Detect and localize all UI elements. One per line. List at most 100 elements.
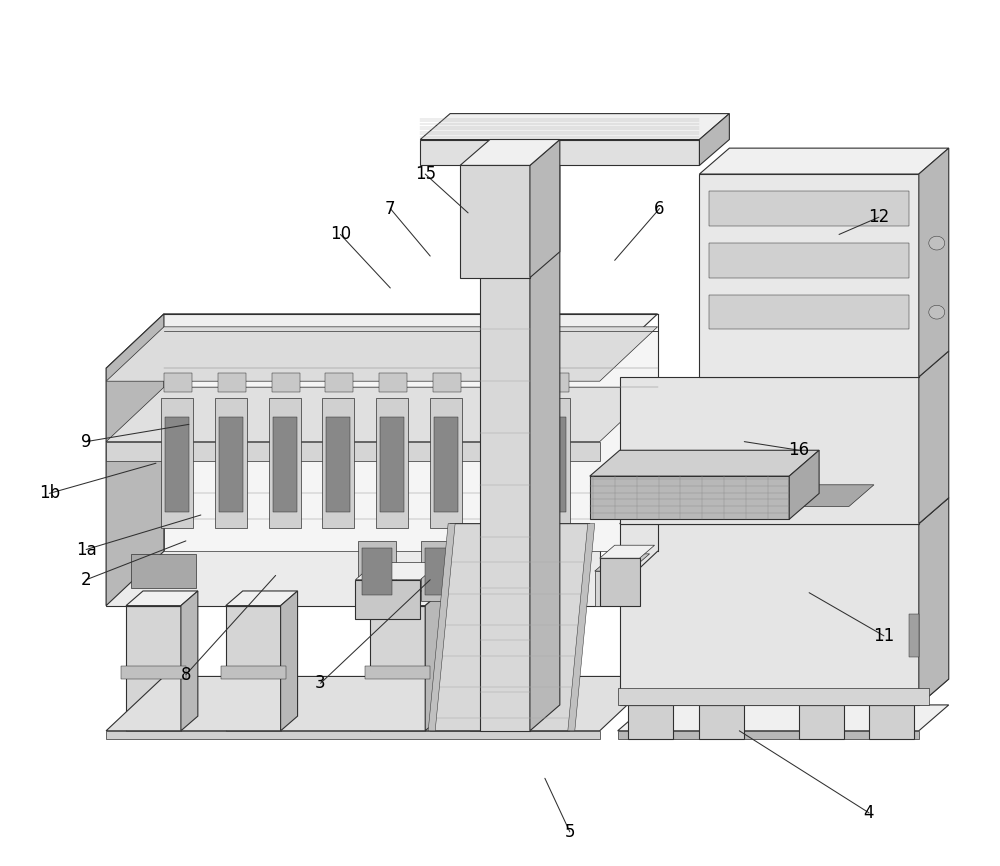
Polygon shape (470, 605, 525, 731)
Bar (165, 417, 189, 513)
Circle shape (929, 236, 945, 250)
Polygon shape (355, 563, 440, 579)
Polygon shape (620, 679, 949, 705)
Polygon shape (530, 131, 560, 731)
Polygon shape (430, 524, 590, 731)
Polygon shape (164, 331, 658, 552)
Polygon shape (699, 174, 919, 377)
Polygon shape (365, 666, 430, 679)
Bar (131, 554, 196, 588)
Polygon shape (226, 605, 281, 731)
Polygon shape (590, 450, 819, 476)
Text: 3: 3 (315, 675, 326, 692)
Text: 4: 4 (864, 804, 874, 822)
Text: 1b: 1b (39, 484, 60, 502)
Text: 9: 9 (81, 433, 91, 450)
Polygon shape (620, 524, 919, 705)
Polygon shape (425, 591, 442, 731)
Text: 10: 10 (330, 225, 351, 243)
Polygon shape (106, 676, 658, 731)
Bar (434, 417, 458, 513)
Polygon shape (919, 498, 949, 705)
Polygon shape (281, 591, 298, 731)
Polygon shape (541, 372, 569, 391)
Text: 12: 12 (868, 208, 890, 226)
Bar (219, 417, 243, 513)
Polygon shape (665, 485, 874, 507)
Polygon shape (376, 398, 408, 528)
Polygon shape (628, 705, 673, 740)
Polygon shape (370, 605, 425, 731)
Bar (542, 417, 566, 513)
Bar (358, 541, 396, 601)
Polygon shape (164, 372, 192, 391)
Text: 6: 6 (654, 199, 665, 217)
Polygon shape (600, 559, 640, 605)
Polygon shape (487, 372, 515, 391)
Polygon shape (272, 372, 300, 391)
Text: 8: 8 (181, 666, 191, 683)
Polygon shape (106, 731, 600, 740)
Polygon shape (919, 148, 949, 377)
Polygon shape (161, 398, 193, 528)
Polygon shape (355, 579, 420, 618)
Polygon shape (460, 139, 560, 165)
Polygon shape (869, 705, 914, 740)
Polygon shape (470, 591, 542, 605)
Bar (326, 417, 350, 513)
Text: 1a: 1a (76, 540, 97, 559)
Bar (273, 417, 297, 513)
Text: 15: 15 (415, 165, 436, 183)
Bar (380, 417, 404, 513)
Polygon shape (620, 498, 949, 524)
Polygon shape (218, 372, 246, 391)
Text: 5: 5 (565, 823, 575, 841)
Polygon shape (106, 326, 658, 381)
Polygon shape (595, 554, 650, 571)
Text: 7: 7 (385, 199, 396, 217)
Polygon shape (465, 666, 530, 679)
Polygon shape (106, 387, 658, 442)
Polygon shape (325, 372, 353, 391)
Bar (909, 614, 919, 657)
Bar (425, 548, 455, 595)
Polygon shape (460, 165, 530, 278)
Polygon shape (709, 295, 909, 329)
Polygon shape (126, 605, 181, 731)
Polygon shape (322, 398, 354, 528)
Polygon shape (420, 113, 729, 139)
Bar (421, 541, 459, 601)
Polygon shape (106, 442, 600, 461)
Polygon shape (600, 546, 655, 559)
Polygon shape (568, 524, 595, 731)
Polygon shape (799, 705, 844, 740)
Polygon shape (709, 243, 909, 278)
Polygon shape (525, 591, 542, 731)
Polygon shape (420, 139, 699, 165)
Polygon shape (215, 398, 247, 528)
Polygon shape (620, 377, 919, 524)
Text: 11: 11 (873, 627, 895, 645)
Bar (362, 548, 392, 595)
Polygon shape (618, 731, 919, 740)
Polygon shape (484, 398, 516, 528)
Polygon shape (106, 368, 600, 605)
Polygon shape (370, 591, 442, 605)
Polygon shape (538, 398, 570, 528)
Polygon shape (699, 148, 949, 174)
Polygon shape (106, 313, 658, 368)
Polygon shape (221, 666, 286, 679)
Polygon shape (433, 372, 461, 391)
Polygon shape (699, 705, 744, 740)
Polygon shape (618, 688, 929, 705)
Polygon shape (428, 524, 455, 731)
Polygon shape (699, 113, 729, 165)
Polygon shape (126, 591, 198, 605)
Polygon shape (379, 372, 407, 391)
Polygon shape (430, 398, 462, 528)
Polygon shape (530, 139, 560, 278)
Polygon shape (789, 450, 819, 520)
Polygon shape (269, 398, 301, 528)
Polygon shape (121, 666, 186, 679)
Polygon shape (181, 591, 198, 731)
